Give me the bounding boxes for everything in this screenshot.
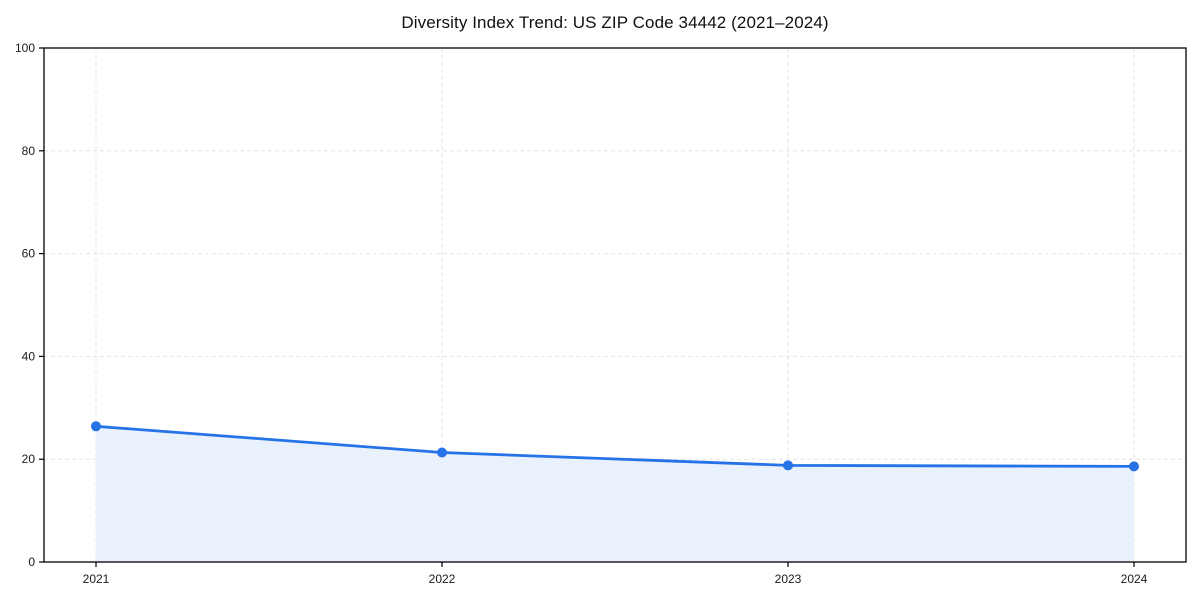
x-tick-label: 2021	[83, 572, 110, 586]
y-tick-label: 0	[28, 555, 35, 569]
plot-frame	[43, 47, 1187, 563]
chart-title: Diversity Index Trend: US ZIP Code 34442…	[401, 13, 829, 32]
data-point	[783, 460, 793, 471]
x-tick-label: 2024	[1121, 572, 1148, 586]
y-tick-label: 100	[15, 41, 35, 55]
x-tick-label: 2023	[775, 572, 802, 586]
data-point	[1129, 461, 1139, 472]
trend-line	[94, 424, 1136, 468]
y-tick-label: 20	[22, 452, 36, 466]
y-tick-label: 60	[22, 247, 36, 261]
x-tick-label: 2022	[429, 572, 456, 586]
y-tick-label: 40	[22, 349, 36, 363]
y-tick-label: 80	[22, 144, 36, 158]
area-fill	[96, 426, 1134, 562]
data-point	[437, 447, 447, 458]
data-point	[91, 421, 101, 432]
